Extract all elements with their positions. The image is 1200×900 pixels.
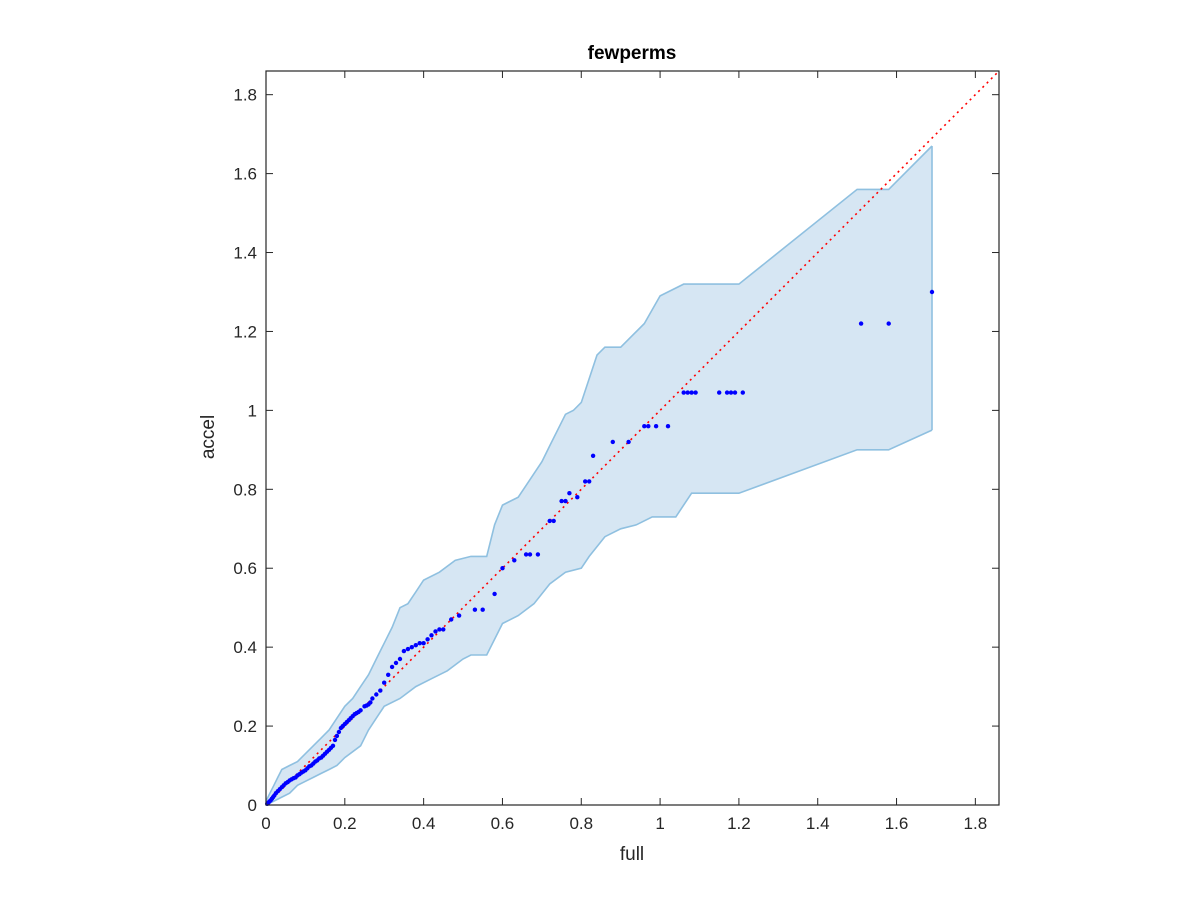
data-point xyxy=(334,733,340,739)
data-point xyxy=(653,424,659,429)
data-point xyxy=(370,696,375,701)
data-point xyxy=(413,643,418,648)
data-point xyxy=(472,607,478,612)
x-tick-label: 1.2 xyxy=(727,814,751,833)
data-point xyxy=(583,479,588,484)
x-tick-label: 0.4 xyxy=(412,814,436,833)
data-point xyxy=(685,390,690,395)
data-point xyxy=(456,613,462,618)
data-point xyxy=(642,424,647,429)
data-point xyxy=(397,656,403,662)
data-point xyxy=(559,498,564,504)
data-point xyxy=(389,664,395,670)
data-point xyxy=(500,566,505,571)
data-point xyxy=(386,672,391,677)
data-point xyxy=(480,607,485,612)
data-point xyxy=(417,641,422,646)
x-tick-label: 0.2 xyxy=(333,814,357,833)
data-point xyxy=(332,737,338,743)
data-point xyxy=(724,390,730,395)
data-point xyxy=(409,645,414,650)
x-tick-label: 1 xyxy=(655,814,664,833)
data-point xyxy=(449,617,454,622)
x-tick-label: 0.8 xyxy=(569,814,593,833)
y-tick-label: 1.6 xyxy=(233,165,257,184)
y-tick-label: 1.4 xyxy=(233,244,257,263)
data-point xyxy=(665,424,671,429)
chart-title: fewperms xyxy=(588,43,677,64)
data-point xyxy=(401,648,407,654)
y-tick-label: 1.2 xyxy=(233,322,257,341)
x-tick-label: 1.8 xyxy=(964,814,988,833)
y-axis-label: accel xyxy=(198,415,219,459)
data-point xyxy=(567,491,572,496)
data-point xyxy=(405,646,411,652)
data-point xyxy=(575,495,580,500)
data-point xyxy=(626,439,631,445)
data-point xyxy=(547,518,552,524)
band-lower-edge xyxy=(265,429,933,806)
data-point xyxy=(610,439,615,445)
y-tick-label: 0 xyxy=(248,796,257,815)
data-point xyxy=(425,637,430,642)
y-tick-label: 0.6 xyxy=(233,559,257,578)
x-axis-label: full xyxy=(620,844,644,865)
x-tick-label: 0 xyxy=(261,814,270,833)
data-point xyxy=(535,552,541,557)
data-point xyxy=(732,390,738,395)
data-point xyxy=(587,479,592,484)
data-point xyxy=(681,390,686,395)
data-point xyxy=(382,680,387,685)
confidence-band xyxy=(266,146,932,805)
identity-line xyxy=(265,70,1000,806)
data-point xyxy=(378,688,383,693)
data-point xyxy=(886,321,891,326)
data-point xyxy=(429,633,434,638)
data-point xyxy=(740,390,745,395)
data-point xyxy=(728,390,734,395)
x-tick-label: 1.6 xyxy=(885,814,909,833)
data-point xyxy=(512,558,517,563)
data-point xyxy=(717,390,722,395)
data-point xyxy=(689,390,694,395)
data-point xyxy=(646,424,651,429)
y-tick-label: 0.4 xyxy=(233,638,257,657)
data-point xyxy=(433,629,438,634)
data-point xyxy=(330,743,336,748)
y-tick-label: 1 xyxy=(248,401,257,420)
data-point xyxy=(523,552,529,557)
data-point xyxy=(590,453,596,458)
x-tick-label: 1.4 xyxy=(806,814,830,833)
data-point xyxy=(421,641,426,646)
data-point xyxy=(858,321,864,326)
y-tick-label: 0.2 xyxy=(233,717,257,736)
data-point xyxy=(336,729,342,735)
data-point xyxy=(551,518,556,524)
x-tick-label: 0.6 xyxy=(491,814,515,833)
data-point xyxy=(374,692,379,697)
data-point xyxy=(929,289,935,295)
y-tick-label: 1.8 xyxy=(233,86,257,105)
axes-box xyxy=(265,70,1000,806)
data-point xyxy=(693,390,698,395)
data-point xyxy=(563,498,568,504)
plot-area: 0 0.2 0.4 0.6 0.8 1 1.2 1.4 1.6 1.8 0 0.2 0.4 0.6 0.8 1… xyxy=(233,70,1000,833)
data-point xyxy=(492,591,497,597)
data-point xyxy=(368,700,373,705)
data-point xyxy=(441,627,446,632)
y-tick-label: 0.8 xyxy=(233,480,257,499)
data-point xyxy=(437,627,442,632)
data-point xyxy=(358,708,363,713)
data-point xyxy=(393,660,399,666)
band-upper-edge xyxy=(265,145,933,802)
data-point xyxy=(527,552,533,557)
